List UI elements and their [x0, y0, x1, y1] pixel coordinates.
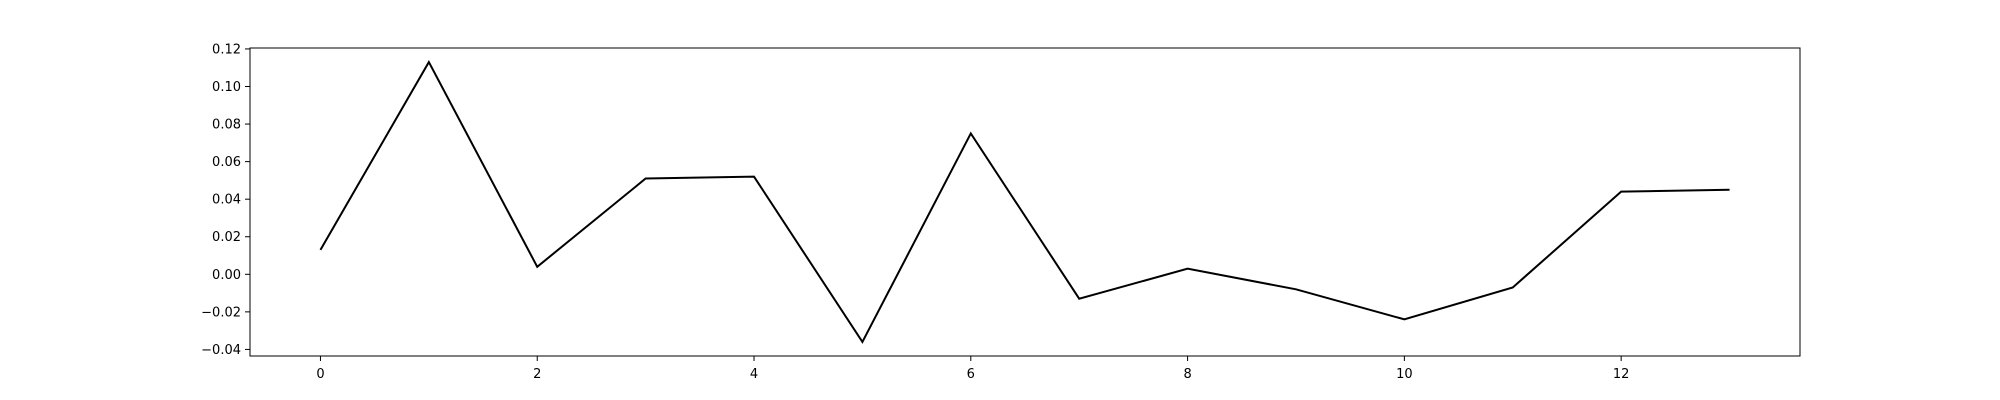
x-tick-label: 2 [533, 367, 541, 382]
x-tick-label: 4 [750, 367, 758, 382]
plot-frame [249, 47, 1801, 357]
y-tick-label: 0.08 [212, 118, 241, 133]
y-tick-label: 0.00 [212, 268, 241, 283]
y-tick-label: 0.12 [212, 42, 241, 57]
x-tick-label: 6 [967, 367, 975, 382]
x-tick-label: 0 [316, 367, 324, 382]
y-tick-label: 0.04 [212, 193, 241, 208]
x-axis: 0 2 4 6 8 10 12 [316, 356, 1629, 382]
y-tick-label: 0.10 [212, 80, 241, 95]
series-line [319, 60, 1730, 344]
y-tick-label: −0.04 [201, 343, 241, 358]
plot-area [250, 48, 1800, 356]
x-tick-label: 12 [1613, 367, 1630, 382]
series-layer [319, 60, 1730, 344]
y-tick-label: −0.02 [201, 305, 241, 320]
x-tick-label: 8 [1183, 367, 1191, 382]
y-axis: −0.04 −0.02 0.00 0.02 0.04 0.06 0.08 0.10 0.12 [201, 42, 250, 358]
x-tick-label: 10 [1396, 367, 1413, 382]
y-tick-label: 0.02 [212, 230, 241, 245]
y-tick-label: 0.06 [212, 155, 241, 170]
